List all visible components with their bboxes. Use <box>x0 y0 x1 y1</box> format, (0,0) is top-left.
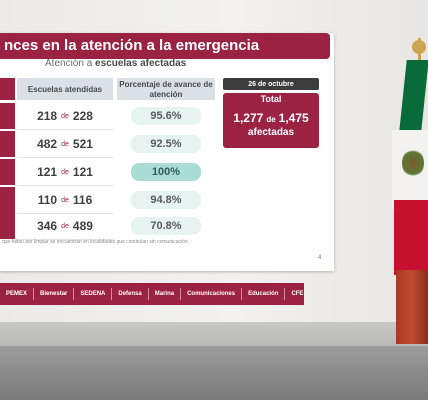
presentation-screen: nces en la atención a la emergencia Aten… <box>0 33 334 305</box>
schools-count: 121 de 121 <box>17 159 113 186</box>
connector: de <box>61 112 69 120</box>
connector: de <box>61 222 69 230</box>
connector: de <box>61 168 69 176</box>
schools-count: 110 de 116 <box>17 187 113 214</box>
logo-strip: PEMEX Bienestar SEDENA Defensa Marina Co… <box>0 283 304 305</box>
table-row: 121 de 121 100% <box>0 159 220 186</box>
connector: de <box>61 140 69 148</box>
total-line: 1,277 de 1,475 <box>223 111 319 125</box>
logo-separator <box>73 288 75 300</box>
percent-pill: 94.8% <box>131 191 201 209</box>
subtitle-bold: escuelas afectadas <box>95 58 187 69</box>
header-marker <box>0 78 15 100</box>
table-row: 482 de 521 92.5% <box>0 131 220 158</box>
percent-pill: 70.8% <box>131 217 201 235</box>
logo-pemex: PEMEX <box>6 291 28 297</box>
total-connector: de <box>266 115 276 124</box>
logo-separator <box>147 288 149 300</box>
logo-marina: Marina <box>154 291 175 297</box>
attended-value: 218 <box>37 109 58 123</box>
total-value: 116 <box>72 193 93 207</box>
table-row: 110 de 116 94.8% <box>0 187 220 214</box>
slide-title: nces en la atención a la emergencia <box>4 37 260 54</box>
title-bar: nces en la atención a la emergencia <box>0 33 330 59</box>
table-row: 218 de 228 95.6% <box>0 103 220 130</box>
row-marker <box>0 103 15 129</box>
total-box: Total 1,277 de 1,475 afectadas <box>223 93 319 148</box>
percent-cell: 94.8% <box>117 187 215 213</box>
logo-separator <box>284 288 286 300</box>
schools-count: 218 de 228 <box>17 103 113 130</box>
stage-floor <box>0 346 428 400</box>
row-marker <box>0 213 15 239</box>
flag-finial <box>412 40 426 54</box>
page-number: 4 <box>318 255 322 261</box>
slide-subtitle: Atención a escuelas afectadas <box>45 58 186 69</box>
logo-separator <box>111 288 113 300</box>
attended-value: 110 <box>37 193 58 207</box>
logo-bienestar: Bienestar <box>40 291 68 297</box>
attended-value: 346 <box>37 219 58 233</box>
footnote: que faltan por limpiar se encuentran en … <box>2 239 190 245</box>
percent-cell: 100% <box>117 159 215 185</box>
logo-separator <box>241 288 243 300</box>
flag-red-stripe <box>394 200 428 275</box>
total-attended: 1,277 <box>233 111 264 125</box>
logo-educacion: Educación <box>248 291 279 297</box>
stage-edge <box>0 322 428 348</box>
total-affected: 1,475 <box>278 111 309 125</box>
connector: de <box>61 196 69 204</box>
attended-value: 482 <box>37 137 58 151</box>
percent-cell: 95.6% <box>117 103 215 129</box>
row-marker <box>0 131 15 157</box>
total-sub: afectadas <box>247 127 295 138</box>
date-tag: 26 de octubre <box>223 78 319 90</box>
row-marker <box>0 187 15 213</box>
total-value: 521 <box>72 137 93 151</box>
header-percent: Porcentaje de avance de atención <box>117 78 215 100</box>
logo-comunicaciones: Comunicaciones <box>187 291 236 297</box>
logo-sedena: SEDENA <box>80 291 106 297</box>
schools-count: 346 de 489 <box>17 213 113 240</box>
percent-pill: 92.5% <box>131 135 201 153</box>
total-label: Total <box>260 94 282 104</box>
podium <box>396 270 428 344</box>
schools-count: 482 de 521 <box>17 131 113 158</box>
total-value: 489 <box>72 219 93 233</box>
percent-pill: 95.6% <box>131 107 201 125</box>
total-value: 228 <box>72 109 93 123</box>
table-row: 346 de 489 70.8% <box>0 213 220 240</box>
header-schools: Escuelas atendidas <box>17 78 113 100</box>
percent-pill-complete: 100% <box>131 163 201 181</box>
logo-separator <box>180 288 182 300</box>
row-marker <box>0 159 15 185</box>
logo-defensa: Defensa <box>118 291 142 297</box>
logo-separator <box>33 288 35 300</box>
flag-emblem-icon <box>402 148 424 178</box>
logo-cfe: CFE <box>291 291 304 297</box>
subtitle-prefix: Atención a <box>45 58 96 69</box>
percent-cell: 92.5% <box>117 131 215 157</box>
total-value: 121 <box>72 165 93 179</box>
percent-cell: 70.8% <box>117 213 215 239</box>
attended-value: 121 <box>37 165 58 179</box>
